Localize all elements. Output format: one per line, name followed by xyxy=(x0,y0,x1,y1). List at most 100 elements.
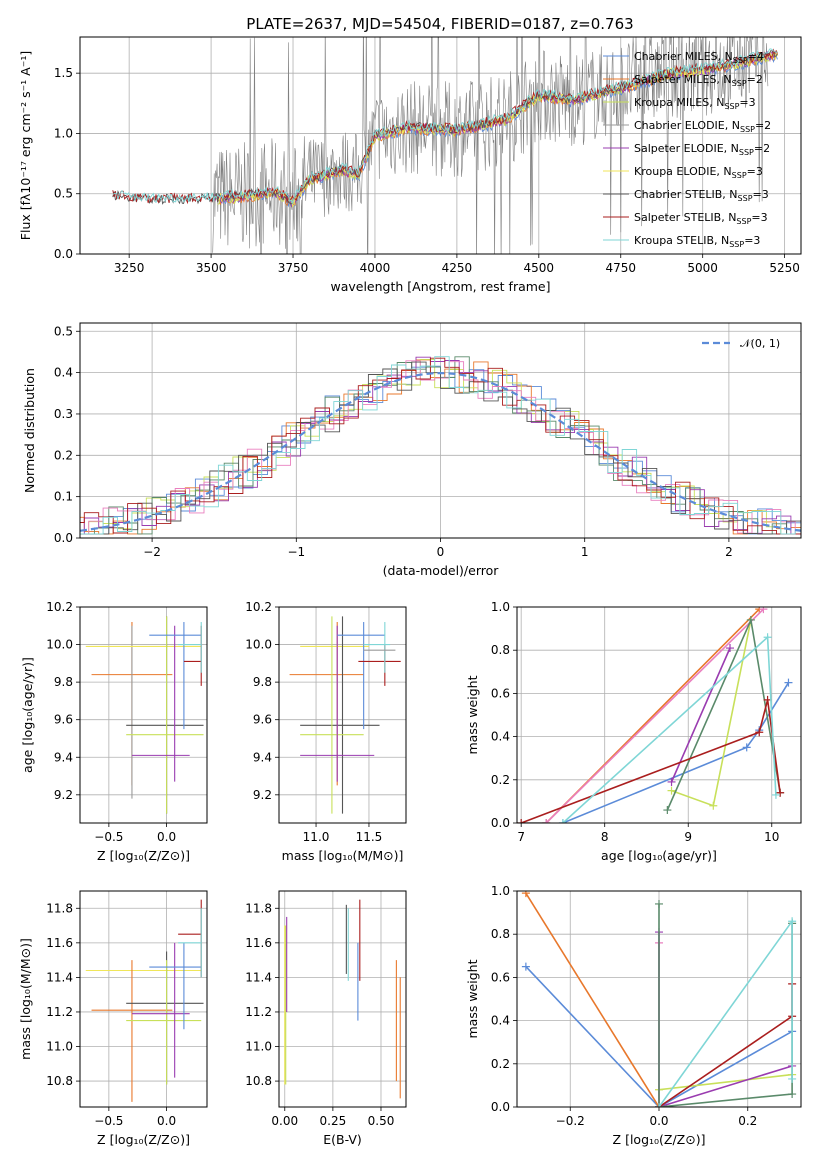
y-tick-label: 9.6 xyxy=(54,713,73,727)
y-tick-label: 1.0 xyxy=(491,600,510,614)
y-tick-label: 11.8 xyxy=(245,901,272,915)
observed-spectrum xyxy=(212,37,769,254)
y-tick-label: 11.8 xyxy=(46,901,73,915)
legend-n: =2 xyxy=(747,73,763,86)
y-tick-label: 9.8 xyxy=(54,675,73,689)
y-tick-label: 0.0 xyxy=(54,247,73,261)
x-axis-label: age [log₁₀(age/yr)] xyxy=(601,848,717,863)
weight-marker xyxy=(521,962,530,971)
y-tick-label: 1.0 xyxy=(54,126,73,140)
weight-marker xyxy=(784,678,793,687)
y-tick-label: 9.6 xyxy=(253,713,272,727)
y-tick-label: 0.0 xyxy=(491,816,510,830)
y-tick-label: 9.4 xyxy=(54,750,73,764)
x-axis-label: Z [log₁₀(Z/Z⊙)] xyxy=(97,1132,190,1147)
x-tick-label: 5250 xyxy=(769,261,800,275)
weight-marker xyxy=(667,786,676,795)
weight-line-kroupa_elodie xyxy=(545,608,764,823)
legend-label: Salpeter MILES, NSSP=2 xyxy=(634,73,763,88)
y-tick-label: 0.0 xyxy=(491,1100,510,1114)
y-tick-label: 9.4 xyxy=(253,750,272,764)
weight-line-chabrier_miles xyxy=(525,966,793,1107)
legend-text: Salpeter ELODIE, N xyxy=(634,142,739,155)
y-axis-label: mass [log₁₀(M/M⊙)] xyxy=(18,938,33,1060)
x-tick-label: 0.2 xyxy=(738,1114,757,1128)
y-axis-label: mass weight xyxy=(465,675,480,754)
plot-frame xyxy=(278,890,407,1108)
legend-sub: SSP xyxy=(732,79,747,88)
legend-label: Salpeter ELODIE, NSSP=2 xyxy=(634,142,770,157)
y-tick-label: 10.2 xyxy=(46,600,73,614)
weight-line-chabrier_miles xyxy=(562,682,790,823)
normal-curve xyxy=(80,371,801,532)
y-tick-label: 0.6 xyxy=(491,970,510,984)
y-tick-label: 0.1 xyxy=(54,490,73,504)
legend-label: Chabrier ELODIE, NSSP=2 xyxy=(634,119,771,134)
plot-frame xyxy=(79,36,802,255)
residuals-panel: −2 −1 0 1 2 0.0 0.1 0.2 0.3 0.4 0.5 (data-model)/er… xyxy=(22,322,802,578)
weight-marker xyxy=(663,806,672,815)
y-tick-label: 0.2 xyxy=(491,773,510,787)
legend-label: Salpeter STELIB, NSSP=3 xyxy=(634,211,768,226)
legend-n: =2 xyxy=(755,119,771,132)
y-tick-label: 10.2 xyxy=(245,600,272,614)
spectrum-panel: 3250 3500 3750 4000 4250 4500 4750 5000 5250 0.0 0… xyxy=(18,36,802,294)
legend-sub: SSP xyxy=(729,240,744,249)
z-age-panel: −0.5 0.0 9.2 9.4 9.6 9.8 10.0 10.2 Z [log₁₀(Z/Z⊙… xyxy=(20,600,208,863)
weight-marker xyxy=(763,633,772,642)
y-tick-label: 11.2 xyxy=(46,1005,73,1019)
y-tick-label: 0.3 xyxy=(54,407,73,421)
x-tick-label: 10 xyxy=(764,830,779,844)
x-tick-label: 5000 xyxy=(687,261,718,275)
residuals-legend: 𝒩(0, 1) xyxy=(702,337,780,350)
x-axis-label: (data-model)/error xyxy=(383,563,500,578)
weight-marker xyxy=(709,801,718,810)
weight-marker xyxy=(742,743,751,752)
y-tick-label: 0.5 xyxy=(54,187,73,201)
legend-n: =3 xyxy=(747,165,763,178)
x-tick-label: 0.0 xyxy=(157,1114,176,1128)
legend-n: =4 xyxy=(748,50,764,63)
weight-marker xyxy=(521,891,530,898)
legend-sub: SSP xyxy=(738,194,753,203)
weight-marker xyxy=(788,917,797,926)
age-weight-panel: 7 8 9 10 0.0 0.2 0.4 0.6 0.8 1.0 age [log₁₀(age/yr… xyxy=(465,600,802,863)
weight-line-salpeter_elodie xyxy=(670,647,731,783)
panels: 3250 3500 3750 4000 4250 4500 4750 5000 52500.00… xyxy=(18,36,802,1147)
plot-frame xyxy=(516,890,802,1108)
weight-line-salpeter_elodie xyxy=(658,932,793,1107)
legend-n: =3 xyxy=(751,211,767,224)
weight-marker xyxy=(746,615,755,624)
plot-frame xyxy=(79,890,208,1108)
x-tick-label: −1 xyxy=(287,545,305,559)
y-axis-label: age [log₁₀(age/yr)] xyxy=(20,657,35,773)
weight-marker xyxy=(771,790,780,799)
plot-frame xyxy=(79,322,802,539)
weight-marker xyxy=(788,1074,797,1083)
y-tick-label: 0.6 xyxy=(491,686,510,700)
y-tick-label: 10.0 xyxy=(46,638,73,652)
mass-age-points xyxy=(289,616,401,814)
y-tick-label: 1.0 xyxy=(491,884,510,898)
legend-text: Kroupa STELIB, N xyxy=(634,234,729,247)
legend-n: =3 xyxy=(753,188,769,201)
spectrum-lines xyxy=(112,37,779,254)
y-tick-label: 11.6 xyxy=(245,936,272,950)
y-tick-label: 11.0 xyxy=(245,1040,272,1054)
y-tick-label: 0.4 xyxy=(491,730,510,744)
z-mass-points xyxy=(85,899,204,1102)
x-tick-label: 9 xyxy=(684,830,692,844)
y-tick-label: 0.4 xyxy=(491,1014,510,1028)
legend-n: =3 xyxy=(739,96,755,109)
x-tick-label: 3250 xyxy=(114,261,145,275)
x-axis-label: E(B-V) xyxy=(323,1132,362,1147)
weight-line-kroupa_stelib xyxy=(658,918,793,1107)
x-tick-label: 2 xyxy=(725,545,733,559)
y-tick-label: 0.2 xyxy=(54,448,73,462)
mass-age-panel: 11.0 11.5 9.2 9.4 9.6 9.8 10.0 10.2 mass [log₁₀(… xyxy=(245,600,407,863)
x-tick-label: 3500 xyxy=(196,261,227,275)
figure-title: PLATE=2637, MJD=54504, FIBERID=0187, z=0… xyxy=(246,15,633,33)
x-axis-label: wavelength [Angstrom, rest frame] xyxy=(330,279,550,294)
